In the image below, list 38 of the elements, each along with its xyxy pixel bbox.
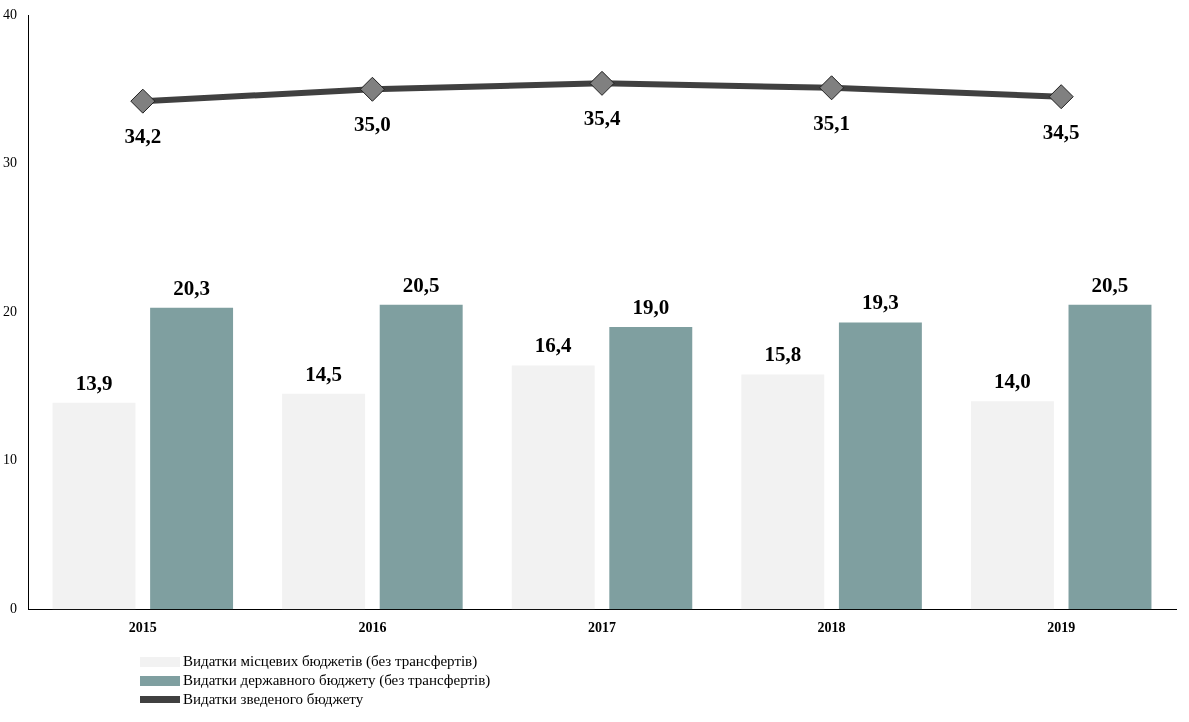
bar [609, 326, 693, 610]
y-tick-label: 20 [3, 303, 17, 319]
legend-label: Видатки державного бюджету (без трансфертів) [183, 671, 491, 690]
bar [838, 322, 922, 610]
bar [511, 365, 595, 610]
data-label: 34,2 [124, 124, 162, 149]
data-label: 14,0 [994, 369, 1031, 394]
bar [52, 402, 136, 610]
bar [1068, 304, 1152, 610]
data-label: 20,5 [402, 272, 440, 297]
x-tick-label: 2018 [817, 620, 846, 636]
y-tick-label: 0 [10, 600, 17, 616]
data-label: 35,1 [813, 110, 850, 135]
data-label: 14,5 [305, 361, 342, 386]
bar [150, 307, 234, 610]
x-tick-label: 2015 [128, 620, 157, 636]
bar [970, 401, 1054, 610]
bar [282, 393, 366, 610]
data-label: 20,3 [173, 275, 210, 300]
data-label: 16,4 [534, 333, 573, 358]
x-tick-label: 2019 [1047, 620, 1076, 636]
y-tick-label: 40 [3, 6, 17, 22]
data-label: 34,5 [1042, 119, 1080, 144]
data-label: 20,5 [1091, 272, 1129, 297]
data-label: 19,0 [632, 294, 670, 319]
x-tick-label: 2017 [588, 620, 616, 636]
y-tick-label: 30 [3, 155, 17, 171]
data-label: 19,3 [862, 290, 899, 315]
bar [379, 304, 463, 610]
y-tick-label: 10 [3, 452, 17, 468]
data-label: 15,8 [764, 342, 802, 367]
x-tick-label: 2016 [358, 620, 387, 636]
data-label: 35,0 [354, 112, 391, 137]
legend-label: Видатки зведеного бюджету [183, 690, 364, 709]
data-label: 13,9 [75, 370, 113, 395]
data-label: 35,4 [583, 106, 621, 131]
legend-label: Видатки місцевих бюджетів (без трансфертів) [183, 652, 478, 671]
bar [741, 374, 825, 610]
